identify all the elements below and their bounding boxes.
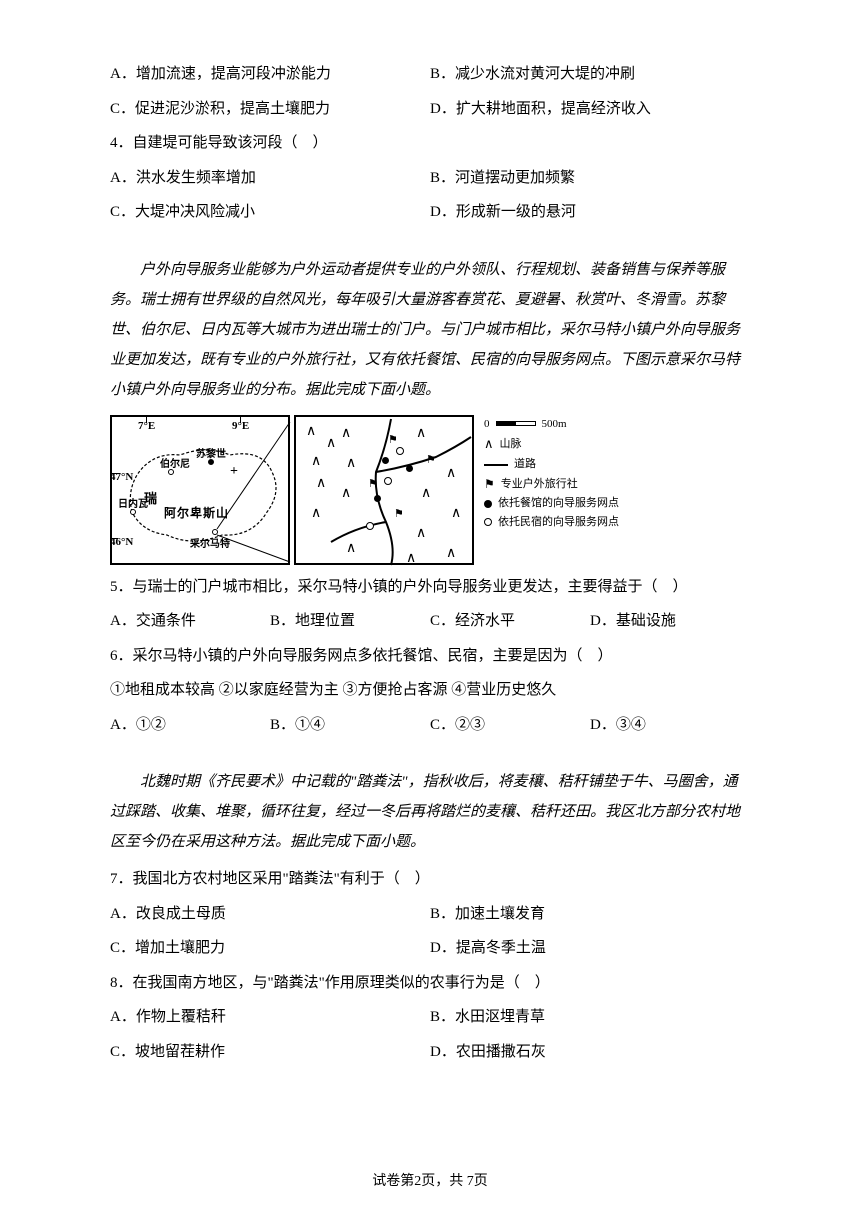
legend-agency: 专业户外旅行社	[501, 475, 578, 494]
q8-opt-b: B．水田沤埋青草	[430, 1003, 750, 1032]
q6-stem: 6．采尔马特小镇的户外向导服务网点多依托餐馆、民宿，主要是因为（ ）	[110, 642, 750, 671]
mountain-icon: ∧	[484, 433, 494, 455]
q8-opt-d: D．农田播撒石灰	[430, 1038, 750, 1067]
q7-opt-c: C．增加土壤肥力	[110, 934, 430, 963]
roads	[296, 417, 476, 567]
q6-opt-c: C．②③	[430, 711, 590, 740]
road-icon	[484, 464, 508, 466]
q8-opt-c: C．坡地留茬耕作	[110, 1038, 430, 1067]
q5-opt-a: A．交通条件	[110, 607, 270, 636]
q7-opt-a: A．改良成土母质	[110, 900, 430, 929]
map-zermatt-detail: ∧ ∧ ∧ ∧ ∧ ∧ ∧ ∧ ∧ ∧ ∧ ∧ ∧ ∧ ∧ ∧ ⚑ ⚑ ⚑ ⚑	[294, 415, 474, 565]
q7-stem: 7．我国北方农村地区采用"踏粪法"有利于（ ）	[110, 865, 750, 894]
q5-opt-b: B．地理位置	[270, 607, 430, 636]
page-footer: 试卷第2页，共 7页	[0, 1169, 860, 1196]
legend-mtn: 山脉	[500, 435, 522, 454]
q7-opt-d: D．提高冬季土温	[430, 934, 750, 963]
q8-opt-a: A．作物上覆秸秆	[110, 1003, 430, 1032]
figure: 7°E 9°E 47°N 46°N 伯尔尼 苏黎世 + 日内瓦 采尔马特 瑞	[110, 415, 750, 565]
scale-0: 0	[484, 415, 490, 434]
passage-1: 户外向导服务业能够为户外运动者提供专业的户外领队、行程规划、装备销售与保养等服务…	[110, 255, 750, 405]
q6-opt-d: D．③④	[590, 711, 750, 740]
q4-opt-d: D．形成新一级的悬河	[430, 198, 750, 227]
q4-opt-a: A．洪水发生频率增加	[110, 164, 430, 193]
city-zurich: 苏黎世	[196, 445, 226, 464]
q-top-opt-d: D．扩大耕地面积，提高经济收入	[430, 95, 750, 124]
legend-rest: 依托餐馆的向导服务网点	[498, 494, 619, 513]
scale-500: 500m	[542, 415, 567, 434]
flag-icon: ⚑	[484, 474, 495, 494]
q5-stem: 5．与瑞士的门户城市相比，采尔马特小镇的户外向导服务业更发达，主要得益于（ ）	[110, 573, 750, 602]
q4-stem: 4．自建堤可能导致该河段（ ）	[110, 129, 750, 158]
q5-opt-c: C．经济水平	[430, 607, 590, 636]
q-top-opt-c: C．促进泥沙淤积，提高土壤肥力	[110, 95, 430, 124]
label-swiss: 瑞	[144, 487, 157, 512]
q7-opt-b: B．加速土壤发育	[430, 900, 750, 929]
q4-opt-b: B．河道摆动更加频繁	[430, 164, 750, 193]
map-legend: 0 500m ∧ 山脉 道路 ⚑ 专业户外旅行社 依托餐馆的向导服务网点 依托民宿的…	[478, 415, 628, 565]
city-bern: 伯尔尼	[160, 455, 190, 474]
q4-opt-c: C．大堤冲决风险减小	[110, 198, 430, 227]
q6-opt-a: A．①②	[110, 711, 270, 740]
legend-bnb: 依托民宿的向导服务网点	[498, 513, 619, 532]
q5-opt-d: D．基础设施	[590, 607, 750, 636]
passage-2: 北魏时期《齐民要术》中记载的"踏粪法"，指秋收后，将麦穰、秸秆铺垫于牛、马圈舍，…	[110, 767, 750, 857]
plus-icon: +	[230, 459, 238, 486]
label-alps: 阿尔卑斯山	[164, 502, 229, 525]
q-top-opt-a: A．增加流速，提高河段冲淤能力	[110, 60, 430, 89]
city-zermatt: 采尔马特	[190, 535, 230, 554]
legend-road: 道路	[514, 455, 536, 474]
scale-bar-icon	[496, 421, 536, 426]
map-switzerland: 7°E 9°E 47°N 46°N 伯尔尼 苏黎世 + 日内瓦 采尔马特 瑞	[110, 415, 290, 565]
circle-icon	[484, 518, 492, 526]
dot-icon	[484, 500, 492, 508]
q-top-opt-b: B．减少水流对黄河大堤的冲刷	[430, 60, 750, 89]
q8-stem: 8．在我国南方地区，与"踏粪法"作用原理类似的农事行为是（ ）	[110, 969, 750, 998]
q6-sub: ①地租成本较高 ②以家庭经营为主 ③方便抢占客源 ④营业历史悠久	[110, 676, 750, 705]
q6-opt-b: B．①④	[270, 711, 430, 740]
